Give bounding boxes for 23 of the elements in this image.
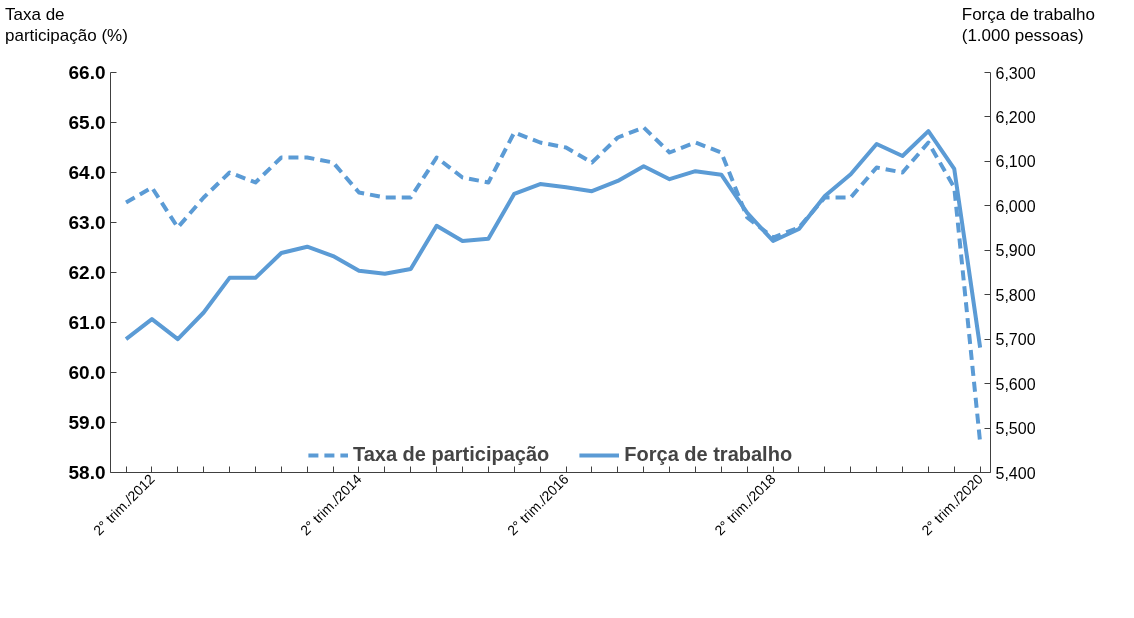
y2-tick-label: 6,100	[995, 153, 1036, 171]
y-axis-title: Taxa de participação (%)	[5, 4, 128, 46]
y2-tick-label: 5,900	[995, 242, 1036, 260]
legend-label: Força de trabalho	[624, 443, 793, 466]
y-tick-label: 63.0	[68, 212, 106, 233]
y-tick-label: 65.0	[68, 112, 106, 133]
y-tick-label: 66.0	[68, 62, 106, 83]
y-tick-label: 62.0	[68, 262, 106, 283]
y2-tick-label: 6,200	[995, 108, 1036, 126]
y2-tick-label: 5,600	[995, 375, 1036, 393]
y2-tick-label: 6,000	[995, 197, 1036, 215]
y2-tick-label: 6,300	[995, 64, 1036, 82]
y-tick-label: 59.0	[68, 412, 106, 433]
y2-axis-title: Força de trabalho (1.000 pessoas)	[961, 4, 1095, 46]
y-tick-label: 61.0	[68, 312, 106, 333]
y-tick-label: 60.0	[68, 362, 106, 383]
y2-tick-label: 5,800	[995, 286, 1036, 304]
y2-tick-label: 5,500	[995, 420, 1036, 438]
y2-tick-label: 5,400	[995, 464, 1036, 482]
y2-tick-label: 5,700	[995, 331, 1036, 349]
y-tick-label: 64.0	[68, 162, 106, 183]
legend-label: Taxa de participação	[352, 443, 550, 466]
y-tick-label: 58.0	[68, 462, 106, 483]
